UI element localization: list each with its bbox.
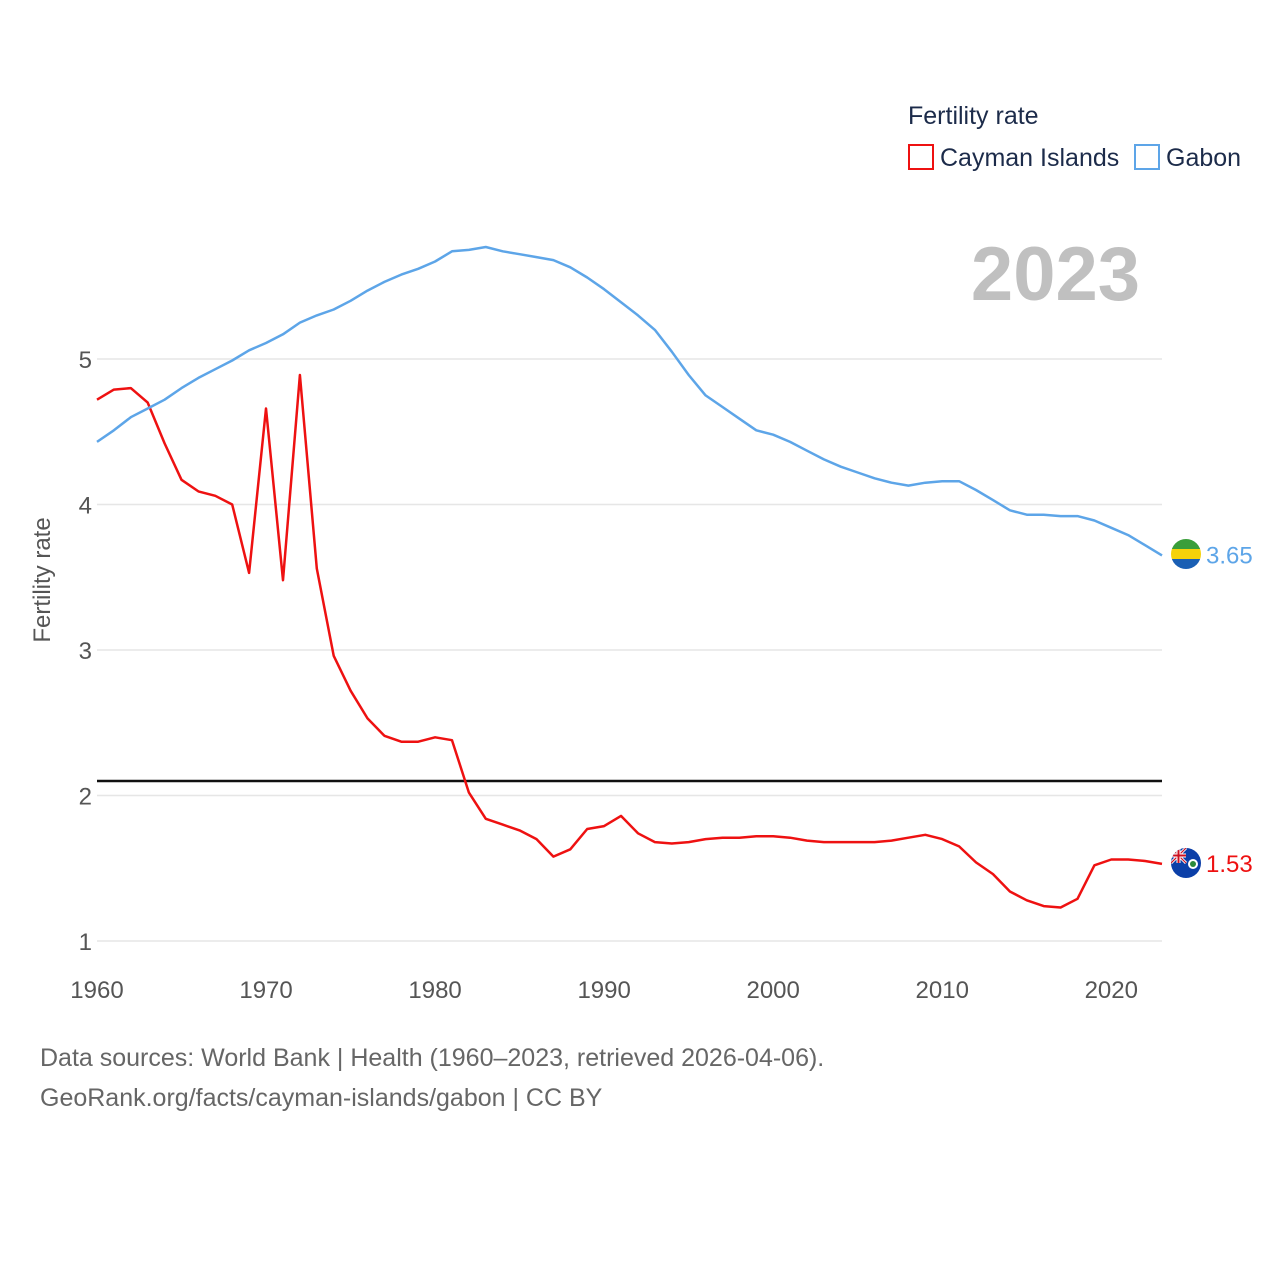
y-tick-label-5: 5: [79, 347, 92, 374]
end-label-cayman-islands: 1.53: [1206, 851, 1253, 878]
legend: Fertility rate Cayman Islands Gabon: [908, 102, 1241, 172]
x-tick-label-2000: 2000: [746, 977, 799, 1004]
legend-item-cayman-islands[interactable]: Cayman Islands: [908, 144, 1119, 172]
gridlines: [97, 358, 1162, 942]
credit-link[interactable]: GeoRank.org/facts/cayman-islands/gabon |…: [40, 1084, 603, 1112]
legend-swatch-gabon: [1134, 144, 1160, 170]
legend-label-gabon: Gabon: [1166, 144, 1241, 172]
legend-item-gabon[interactable]: Gabon: [1134, 144, 1241, 172]
series-line-gabon: [96, 245, 1163, 557]
y-tick-label-4: 4: [79, 493, 92, 520]
cayman-islands-flag-icon: [1171, 848, 1201, 878]
x-tick-label-2020: 2020: [1085, 977, 1138, 1004]
data-sources-text: Data sources: World Bank | Health (1960–…: [40, 1044, 825, 1072]
series-line-cayman-islands: [96, 373, 1163, 909]
x-tick-label-1980: 1980: [408, 977, 461, 1004]
x-tick-label-1970: 1970: [239, 977, 292, 1004]
y-tick-label-2: 2: [79, 784, 92, 811]
x-tick-label-2010: 2010: [916, 977, 969, 1004]
x-tick-label-1960: 1960: [70, 977, 123, 1004]
x-tick-label-1990: 1990: [577, 977, 630, 1004]
legend-title: Fertility rate: [908, 102, 1039, 130]
y-axis-title: Fertility rate: [29, 517, 56, 642]
x-axis-ticks: 1960 1970 1980 1990 2000 2010 2020: [70, 977, 1138, 1004]
legend-swatch-cayman-islands: [908, 144, 934, 170]
gabon-flag-icon: [1171, 539, 1201, 569]
end-labels: 1.53 3.65: [1206, 542, 1253, 877]
y-tick-label-3: 3: [79, 638, 92, 665]
y-axis-ticks: 1 2 3 4 5: [79, 347, 92, 956]
current-year-label: 2023: [971, 232, 1140, 317]
series-lines: [96, 245, 1163, 909]
y-tick-label-1: 1: [79, 929, 92, 956]
legend-label-cayman-islands: Cayman Islands: [940, 144, 1119, 172]
end-label-gabon: 3.65: [1206, 542, 1253, 569]
